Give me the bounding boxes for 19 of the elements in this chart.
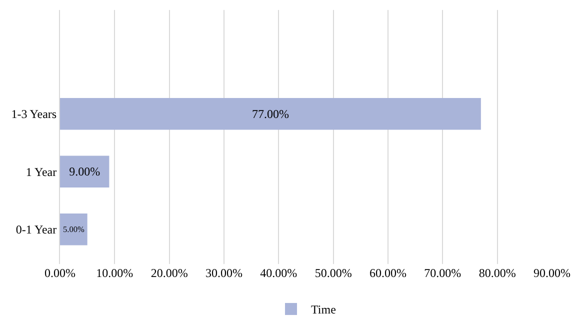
x-tick-label: 30.00%	[206, 266, 242, 280]
x-tick-label: 0.00%	[44, 266, 76, 280]
bar	[60, 213, 88, 246]
data-label: 77.00%	[252, 106, 289, 121]
y-tick-label: 1-3 Years	[11, 107, 57, 122]
y-tick-label: 1 Year	[26, 164, 57, 179]
bar	[60, 98, 481, 130]
x-tick-label: 20.00%	[150, 266, 188, 280]
x-tick-label: 40.00%	[260, 266, 298, 280]
x-tick-label: 90.00%	[534, 266, 570, 280]
x-tick-label: 50.00%	[314, 266, 352, 280]
x-tick-label: 70.00%	[424, 266, 462, 280]
x-tick-label: 60.00%	[370, 266, 406, 280]
y-tick-label: 0-1 Year	[16, 222, 57, 237]
legend-label: Time	[311, 302, 336, 317]
x-tick-label: 80.00%	[478, 266, 516, 280]
data-label: 9.00%	[69, 164, 100, 179]
x-tick-label: 10.00%	[96, 266, 134, 280]
bar	[60, 156, 110, 188]
